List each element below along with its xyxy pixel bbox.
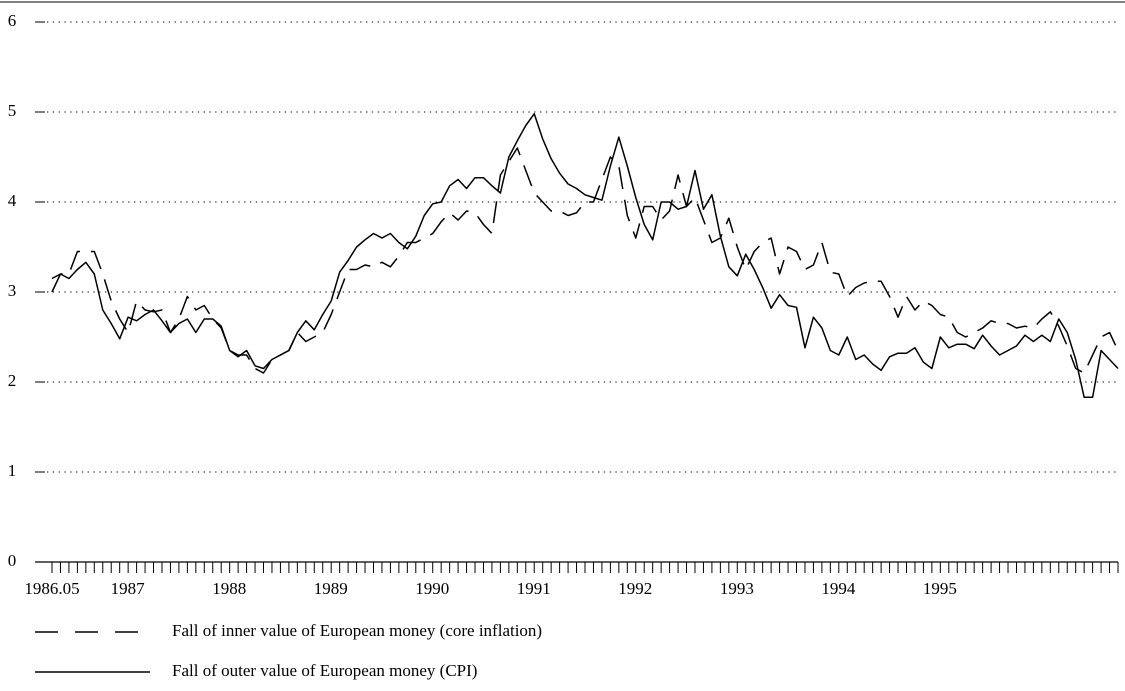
y-tick-label: 5	[8, 101, 17, 120]
x-tick-label: 1986.05	[24, 579, 79, 598]
y-tick-label: 6	[8, 11, 17, 30]
x-tick-label: 1993	[720, 579, 754, 598]
x-tick-label: 1994	[821, 579, 856, 598]
x-tick-label: 1990	[415, 579, 449, 598]
y-tick-label: 2	[8, 371, 17, 390]
legend-label: Fall of inner value of European money (c…	[172, 621, 542, 640]
y-tick-label: 0	[8, 551, 17, 570]
y-tick-label: 3	[8, 281, 17, 300]
y-tick-label: 1	[8, 461, 17, 480]
x-tick-label: 1987	[111, 579, 146, 598]
y-tick-label: 4	[8, 191, 17, 210]
x-tick-label: 1988	[212, 579, 246, 598]
series-line	[51, 113, 1119, 399]
x-tick-label: 1989	[314, 579, 348, 598]
x-tick-label: 1995	[923, 579, 957, 598]
legend-label: Fall of outer value of European money (C…	[172, 661, 477, 680]
x-tick-label: 1991	[517, 579, 551, 598]
x-tick-label: 1992	[618, 579, 652, 598]
series-line	[51, 147, 1119, 374]
